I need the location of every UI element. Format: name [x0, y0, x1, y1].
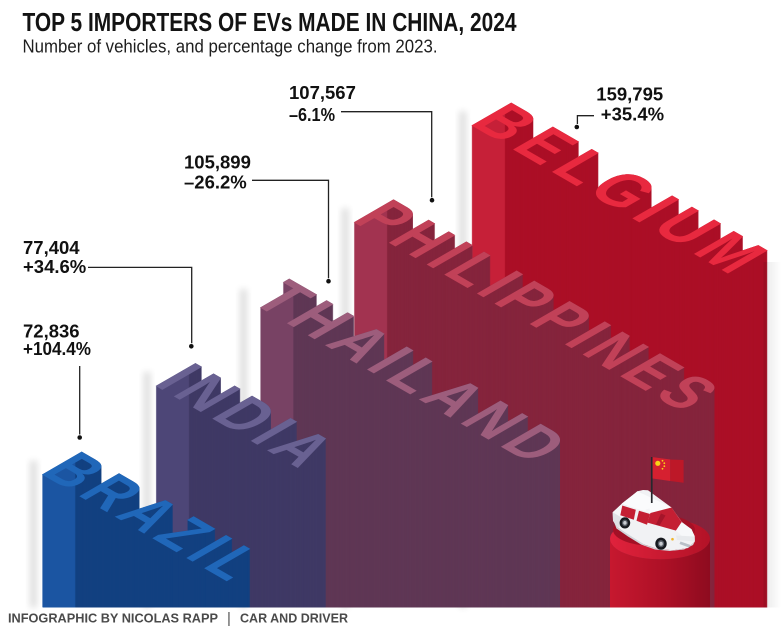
svg-text:+104.4%: +104.4% [23, 338, 91, 359]
svg-text:Number of vehicles, and percen: Number of vehicles, and percentage chang… [23, 36, 438, 56]
svg-text:INFOGRAPHIC BY NICOLAS RAPP: INFOGRAPHIC BY NICOLAS RAPP [8, 611, 218, 626]
svg-text:107,567: 107,567 [289, 82, 356, 103]
svg-text:CAR AND DRIVER: CAR AND DRIVER [240, 611, 348, 626]
svg-text:72,836: 72,836 [23, 321, 80, 342]
svg-text:–26.2%: –26.2% [184, 172, 247, 193]
svg-text:+35.4%: +35.4% [601, 104, 664, 125]
svg-text:159,795: 159,795 [596, 83, 663, 104]
svg-text:–6.1%: –6.1% [289, 104, 335, 125]
svg-text:77,404: 77,404 [23, 237, 80, 258]
svg-text:+34.6%: +34.6% [23, 256, 86, 277]
svg-text:|: | [227, 610, 231, 627]
svg-text:105,899: 105,899 [184, 152, 251, 173]
svg-text:TOP 5 IMPORTERS OF EVs MADE IN: TOP 5 IMPORTERS OF EVs MADE IN CHINA, 20… [23, 9, 518, 37]
